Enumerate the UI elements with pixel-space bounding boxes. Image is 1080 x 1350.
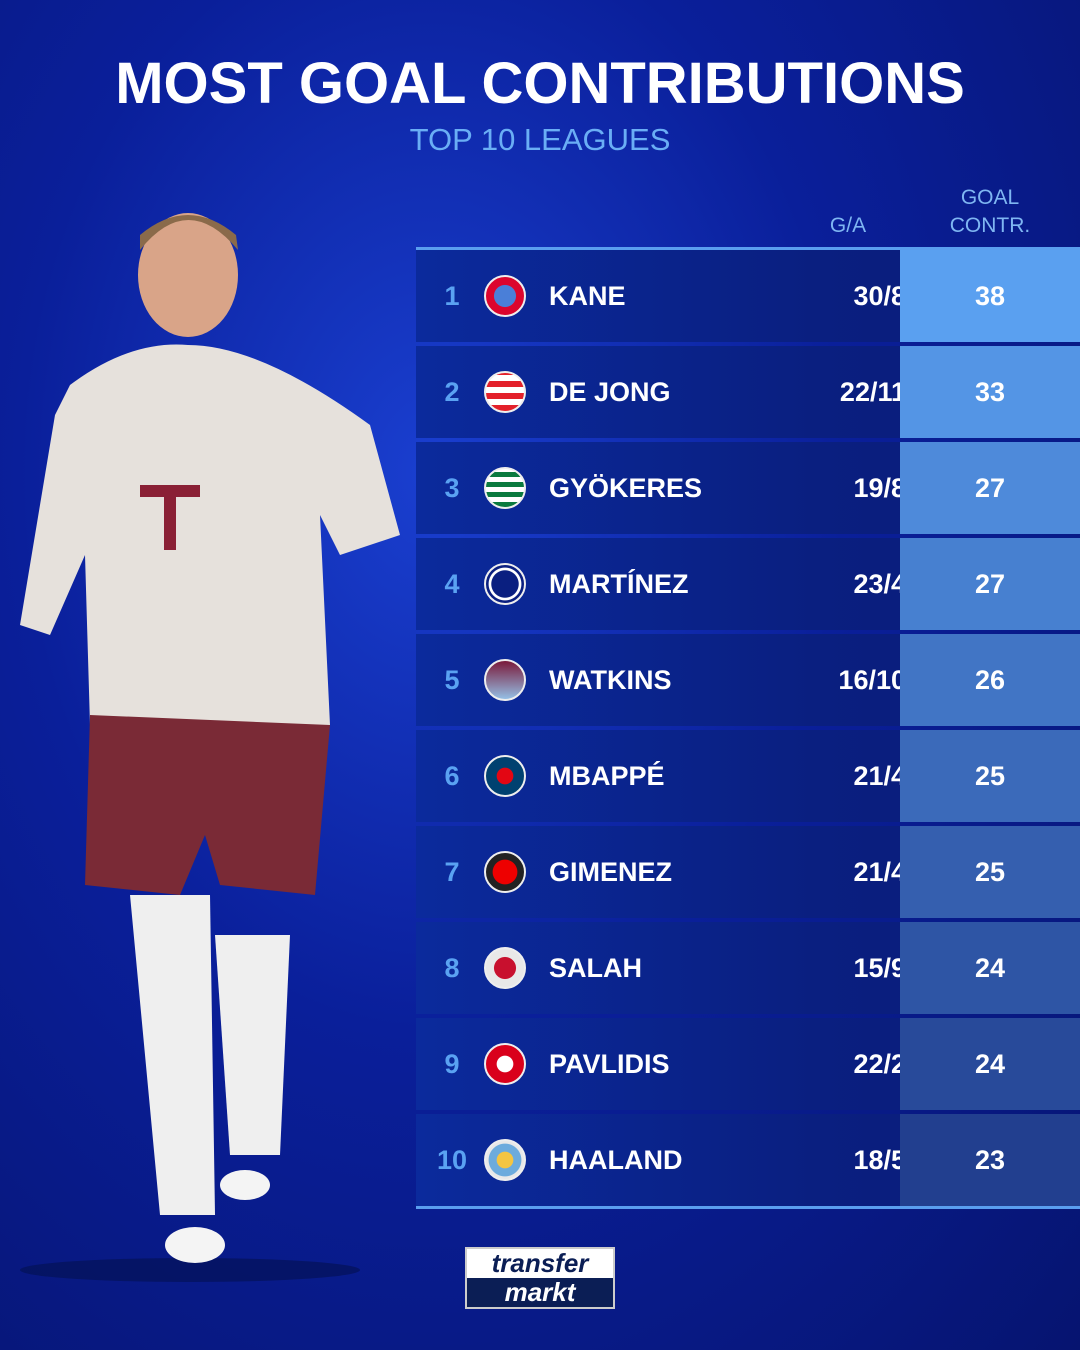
goals-assists: 18/5 xyxy=(853,1145,906,1175)
goal-contributions: 23 xyxy=(900,1114,1080,1206)
table-row: 3 GYÖKERES 19/8 27 xyxy=(416,442,1080,534)
ranking-table: 1 KANE 30/8 38 2 DE JONG 22/11 33 3 GYÖKER… xyxy=(416,247,1080,1209)
rank: 10 xyxy=(436,1145,468,1175)
page-title: MOST GOAL CONTRIBUTIONS xyxy=(115,51,965,116)
rank: 9 xyxy=(444,1049,460,1079)
table-row: 7 GIMENEZ 21/4 25 xyxy=(416,826,1080,918)
rank: 3 xyxy=(444,473,460,503)
goals-assists: 16/10 xyxy=(838,665,906,695)
goal-contributions: 27 xyxy=(900,538,1080,630)
goals-assists: 23/4 xyxy=(853,569,906,599)
table-row: 2 DE JONG 22/11 33 xyxy=(416,346,1080,438)
goal-contributions: 26 xyxy=(900,634,1080,726)
goals-assists: 22/11 xyxy=(839,377,906,407)
goals-assists: 21/4 xyxy=(853,857,906,887)
player-name: HAALAND xyxy=(549,1145,683,1175)
table-top-divider xyxy=(416,247,1080,250)
goal-contributions: 25 xyxy=(900,826,1080,918)
rank: 4 xyxy=(444,569,460,599)
player-name: MBAPPÉ xyxy=(549,761,665,791)
psv-crest-icon xyxy=(484,371,526,413)
inter-crest-icon xyxy=(484,563,526,605)
goals-assists: 15/9 xyxy=(853,953,906,983)
goal-contributions: 33 xyxy=(900,346,1080,438)
player-name: WATKINS xyxy=(549,665,672,695)
logo-markt: markt xyxy=(467,1278,613,1307)
transfermarkt-logo: transfer markt xyxy=(465,1247,615,1309)
player-name: GYÖKERES xyxy=(549,473,703,503)
player-name: DE JONG xyxy=(549,377,671,407)
table-row: 8 SALAH 15/9 24 xyxy=(416,922,1080,1014)
player-name: GIMENEZ xyxy=(549,857,673,887)
page-subtitle: TOP 10 LEAGUES xyxy=(409,122,671,157)
header-ga: G/A xyxy=(829,214,867,237)
aston-villa-crest-icon xyxy=(484,659,526,701)
player-name: PAVLIDIS xyxy=(549,1049,670,1079)
man-city-crest-icon xyxy=(484,1139,526,1181)
az-alkmaar-crest-icon xyxy=(484,1043,526,1085)
rank: 8 xyxy=(444,953,460,983)
goals-assists: 22/2 xyxy=(853,1049,906,1079)
player-name: MARTÍNEZ xyxy=(549,569,689,599)
rank: 2 xyxy=(444,377,460,407)
player-name: KANE xyxy=(549,281,626,311)
player-photo xyxy=(20,213,400,1282)
header-goal-contr-line1: GOAL xyxy=(960,186,1020,209)
rank: 6 xyxy=(444,761,460,791)
rank: 1 xyxy=(444,281,460,311)
rank: 5 xyxy=(444,665,460,695)
header-goal-contr: GOAL CONTR. xyxy=(900,184,1080,240)
goals-assists: 21/4 xyxy=(853,761,906,791)
goal-contributions: 27 xyxy=(900,442,1080,534)
rank: 7 xyxy=(444,857,460,887)
header-goal-contr-line2: CONTR. xyxy=(949,214,1031,237)
feyenoord-crest-icon xyxy=(484,851,526,893)
table-row: 9 PAVLIDIS 22/2 24 xyxy=(416,1018,1080,1110)
bayern-munich-crest-icon xyxy=(484,275,526,317)
table-row: 6 MBAPPÉ 21/4 25 xyxy=(416,730,1080,822)
table-bottom-divider xyxy=(416,1206,1080,1209)
logo-transfer: transfer xyxy=(467,1249,613,1278)
liverpool-crest-icon xyxy=(484,947,526,989)
goals-assists: 30/8 xyxy=(853,281,906,311)
table-row: 1 KANE 30/8 38 xyxy=(416,250,1080,342)
goal-contributions: 24 xyxy=(900,922,1080,1014)
table-row: 10 HAALAND 18/5 23 xyxy=(416,1114,1080,1206)
goal-contributions: 25 xyxy=(900,730,1080,822)
player-name: SALAH xyxy=(549,953,642,983)
goals-assists: 19/8 xyxy=(853,473,906,503)
sporting-cp-crest-icon xyxy=(484,467,526,509)
table-row: 5 WATKINS 16/10 26 xyxy=(416,634,1080,726)
psg-crest-icon xyxy=(484,755,526,797)
table-row: 4 MARTÍNEZ 23/4 27 xyxy=(416,538,1080,630)
goal-contributions: 24 xyxy=(900,1018,1080,1110)
goal-contributions: 38 xyxy=(900,250,1080,342)
